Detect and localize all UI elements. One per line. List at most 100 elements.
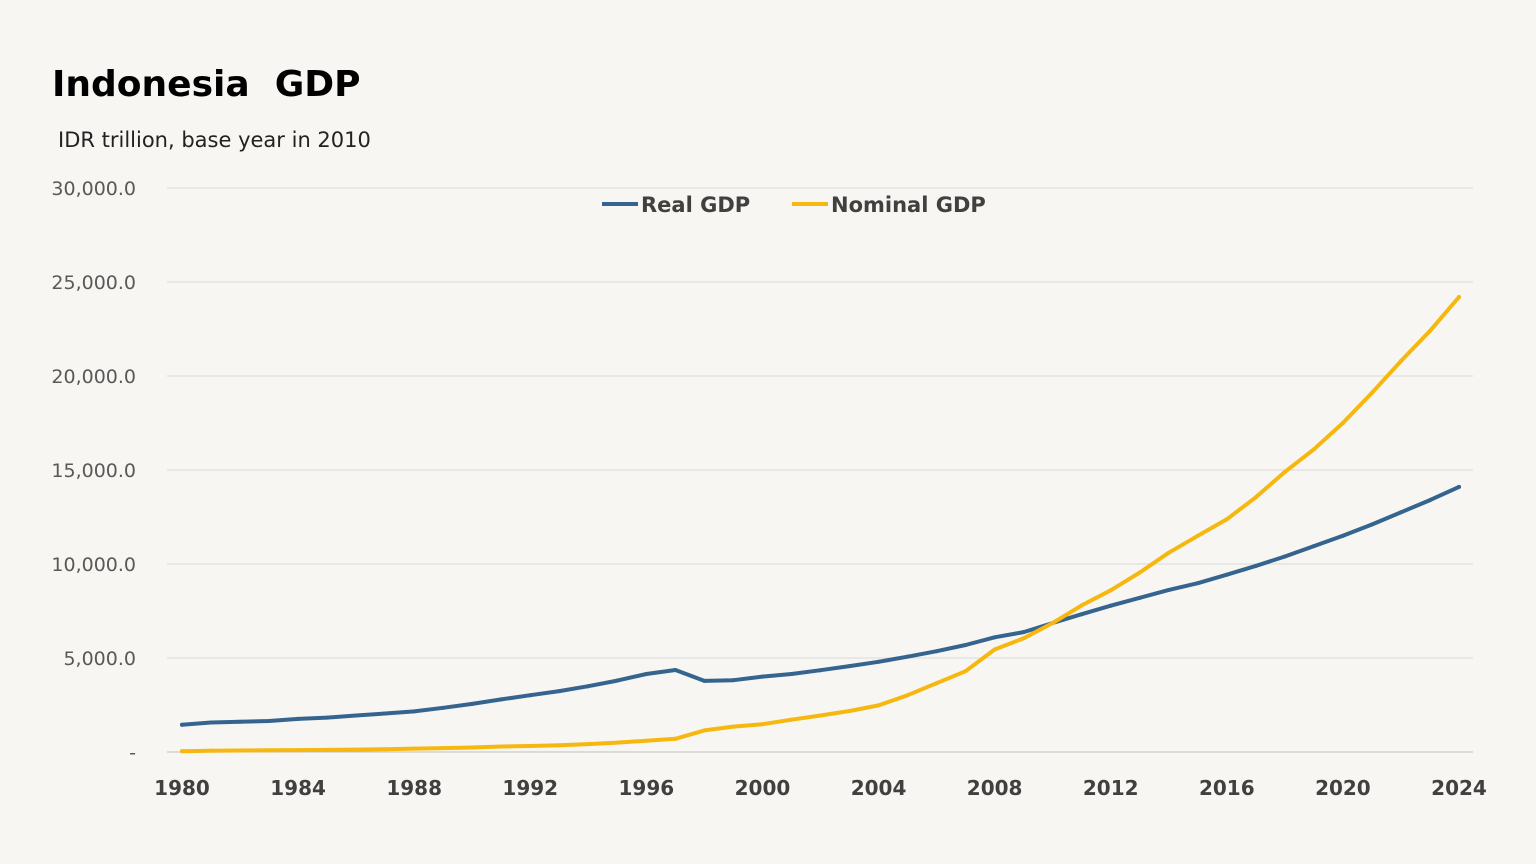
real-gdp-point xyxy=(963,643,968,648)
nominal-gdp-point xyxy=(731,724,736,729)
nominal-gdp-point xyxy=(1253,495,1258,500)
real-gdp-point xyxy=(1369,522,1374,527)
nominal-gdp-point xyxy=(1311,447,1316,452)
y-axis-ticks: - 5,000.0 10,000.0 15,000.0 20,000.0 25,000.0… xyxy=(51,178,136,764)
nominal-gdp-point xyxy=(702,728,707,733)
nominal-gdp-point xyxy=(615,740,620,745)
nominal-gdp-point xyxy=(1195,533,1200,538)
chart-subtitle: IDR trillion, base year in 2010 xyxy=(58,128,371,152)
real-gdp-point xyxy=(1079,612,1084,617)
nominal-gdp-point xyxy=(209,748,214,753)
nominal-gdp-line xyxy=(180,295,1461,754)
chart-title: Indonesia GDP xyxy=(52,64,361,105)
grid-lines xyxy=(167,187,1473,753)
x-tick-label: 2008 xyxy=(967,776,1023,800)
real-gdp-point xyxy=(1253,563,1258,568)
nominal-gdp-point xyxy=(1108,588,1113,593)
series-lines xyxy=(180,295,1461,754)
nominal-gdp-point xyxy=(238,748,243,753)
legend: Real GDP Nominal GDP xyxy=(602,193,986,217)
real-gdp-point xyxy=(934,649,939,654)
real-gdp-point xyxy=(1137,595,1142,600)
real-gdp-point xyxy=(470,701,475,706)
nominal-gdp-point xyxy=(963,669,968,674)
real-gdp-point xyxy=(1224,572,1229,577)
nominal-gdp-point xyxy=(180,749,184,754)
nominal-gdp-legend-label: Nominal GDP xyxy=(831,193,986,217)
y-tick-label: 20,000.0 xyxy=(51,366,136,388)
y-tick-label: 15,000.0 xyxy=(51,460,136,482)
x-tick-label: 2004 xyxy=(851,776,907,800)
x-tick-label: 1996 xyxy=(619,776,675,800)
nominal-gdp-point xyxy=(876,703,881,708)
real-gdp-point xyxy=(354,713,359,718)
real-gdp-point xyxy=(499,697,504,702)
real-gdp-point xyxy=(1021,630,1026,635)
real-gdp-point xyxy=(180,722,184,727)
nominal-gdp-point xyxy=(818,713,823,718)
real-gdp-line xyxy=(180,484,1461,727)
nominal-gdp-point xyxy=(528,743,533,748)
y-tick-label: - xyxy=(129,742,136,764)
nominal-gdp-point xyxy=(1137,570,1142,575)
real-gdp-point xyxy=(818,668,823,673)
nominal-gdp-point xyxy=(1079,603,1084,608)
nominal-gdp-point xyxy=(499,744,504,749)
x-axis-ticks: 1980 1984 1988 1992 1996 2000 2004 2008 2012 2016… xyxy=(154,776,1487,800)
real-gdp-point xyxy=(325,715,330,720)
nominal-gdp-point xyxy=(1224,517,1229,522)
nominal-gdp-point xyxy=(470,745,475,750)
nominal-gdp-point xyxy=(847,709,852,714)
nominal-gdp-point xyxy=(673,736,678,741)
real-gdp-point xyxy=(644,671,649,676)
nominal-gdp-point xyxy=(383,747,388,752)
nominal-gdp-point xyxy=(1166,550,1171,555)
y-tick-label: 5,000.0 xyxy=(63,648,136,670)
real-gdp-point xyxy=(1398,510,1403,515)
nominal-gdp-point xyxy=(760,722,765,727)
real-gdp-point xyxy=(847,664,852,669)
y-tick-label: 10,000.0 xyxy=(51,554,136,576)
real-gdp-point xyxy=(586,684,591,689)
nominal-gdp-point xyxy=(354,747,359,752)
nominal-gdp-point xyxy=(441,746,446,751)
y-tick-label: 25,000.0 xyxy=(51,272,136,294)
x-tick-label: 2016 xyxy=(1199,776,1255,800)
real-gdp-point xyxy=(992,635,997,640)
nominal-gdp-point xyxy=(1050,621,1055,626)
x-tick-label: 1988 xyxy=(386,776,442,800)
x-tick-label: 2024 xyxy=(1431,776,1487,800)
nominal-gdp-point xyxy=(412,746,417,751)
real-gdp-point xyxy=(1166,587,1171,592)
real-gdp-point xyxy=(789,671,794,676)
y-tick-label: 30,000.0 xyxy=(51,178,136,200)
x-tick-label: 2000 xyxy=(735,776,791,800)
real-gdp-point xyxy=(615,678,620,683)
real-gdp-point xyxy=(383,711,388,716)
real-gdp-legend-label: Real GDP xyxy=(641,193,750,217)
real-gdp-point xyxy=(296,716,301,721)
x-tick-label: 1992 xyxy=(502,776,558,800)
nominal-gdp-point xyxy=(325,747,330,752)
x-tick-label: 2012 xyxy=(1083,776,1139,800)
real-gdp-point xyxy=(1108,603,1113,608)
nominal-gdp-point xyxy=(1427,328,1432,333)
real-gdp-point xyxy=(1311,544,1316,549)
real-gdp-point xyxy=(702,678,707,683)
nominal-gdp-point xyxy=(934,681,939,686)
real-gdp-point xyxy=(528,693,533,698)
nominal-gdp-point xyxy=(1369,390,1374,395)
real-gdp-point xyxy=(731,678,736,683)
nominal-gdp-point xyxy=(296,748,301,753)
real-gdp-point xyxy=(441,705,446,710)
real-gdp-point xyxy=(1457,484,1461,489)
real-gdp-point xyxy=(673,668,678,673)
nominal-gdp-point xyxy=(992,647,997,652)
nominal-gdp-point xyxy=(789,717,794,722)
x-tick-label: 2020 xyxy=(1315,776,1371,800)
real-gdp-point xyxy=(1195,581,1200,586)
real-gdp-point xyxy=(760,674,765,679)
real-gdp-point xyxy=(1427,498,1432,503)
nominal-gdp-point xyxy=(586,742,591,747)
